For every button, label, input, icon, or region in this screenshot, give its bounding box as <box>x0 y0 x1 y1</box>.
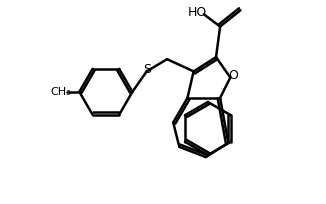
Text: O: O <box>229 69 238 82</box>
Text: CH₃: CH₃ <box>51 87 71 97</box>
Text: HO: HO <box>188 6 207 19</box>
Text: S: S <box>143 63 151 76</box>
